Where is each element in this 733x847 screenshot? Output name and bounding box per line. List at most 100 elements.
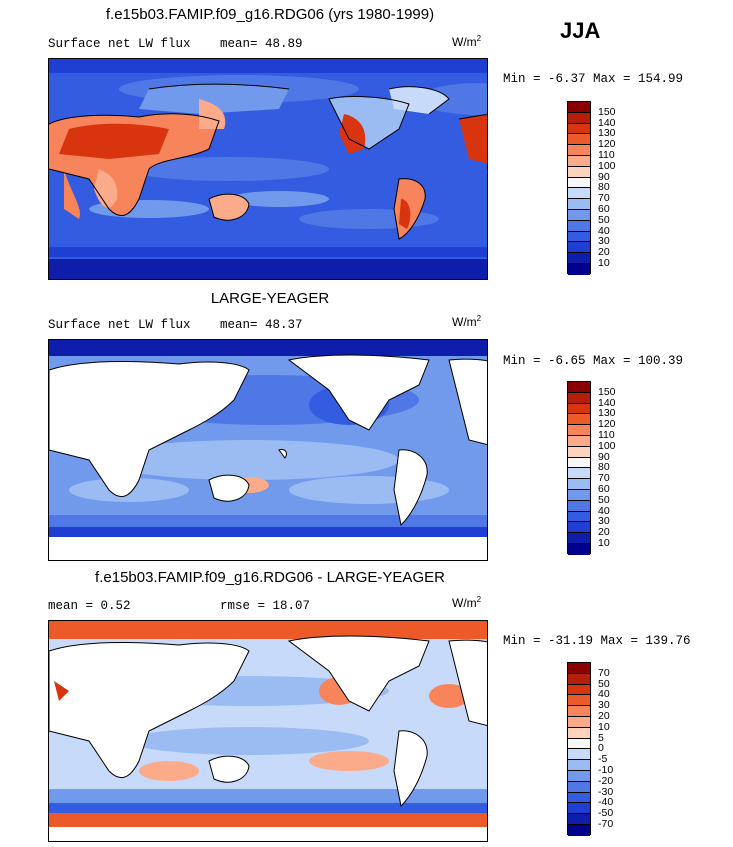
panel1-colorbar-cell [568,231,590,243]
panel3-colorbar-cell [568,663,590,674]
panel2-colorbar-cell [568,425,590,436]
panel1-colorbar-tick-label: 10 [598,257,610,269]
panel1-units: W/m2 [452,34,482,49]
panel1-min-max: Min = -6.37 Max = 154.99 [503,72,684,86]
panel2-colorbar-cell [568,500,590,512]
panel2-colorbar-tick-label: 110 [598,429,615,441]
panel2-map [48,339,488,561]
panel1-colorbar-cell [568,123,590,135]
panel3-colorbar-tick-label: 30 [598,699,610,712]
panel2-colorbar-tick-label: 90 [598,450,610,463]
panel1-colorbar-cell [568,177,590,189]
panel1-colorbar-tick-label: 40 [598,224,610,237]
panel2-colorbar-tick-label: 50 [598,493,610,506]
panel3-colorbar-cell [568,716,590,728]
panel2-colorbar-tick-label: 130 [598,407,616,420]
panel2-colorbar-cell [568,533,590,544]
panel2-map-svg [49,340,487,560]
panel1-colorbar-tick-label: 80 [598,181,610,194]
panel3-colorbar-cell [568,706,590,717]
panel3-min-max: Min = -31.19 Max = 139.76 [503,634,691,648]
panel2-title: LARGE-YEAGER [210,290,330,307]
panel2-colorbar-cell [568,414,590,426]
panel2-colorbar-tick-label: 70 [598,472,610,485]
panel1-colorbar-cell [568,263,590,275]
panel1-colorbar-cell [568,242,590,254]
panel1-colorbar-cell [568,253,590,264]
panel3-colorbar-cell [568,684,590,696]
panel1-colorbar-cell [568,102,590,113]
panel3-title: f.e15b03.FAMIP.f09_g16.RDG06 - LARGE-YEA… [95,569,445,586]
panel2-variable-label: Surface net LW flux [48,318,191,332]
panel3-colorbar [567,662,591,836]
panel3-colorbar-tick-label: 70 [598,666,610,679]
panel1-colorbar-cell [568,209,590,221]
panel2-colorbar-tick-label: 100 [598,439,616,452]
panel2-colorbar-tick-label: 20 [598,526,610,539]
panel2-colorbar-cell [568,392,590,404]
panel1-colorbar-cell [568,155,590,167]
panel3-colorbar-tick-label: -30 [598,785,614,798]
panel1-colorbar-tick-label: 90 [598,170,610,183]
panel1-colorbar-tick-label: 70 [598,192,610,205]
panel3-colorbar-tick-label: 5 [598,731,604,744]
panel3-colorbar-tick-label: -20 [598,774,614,787]
panel3-colorbar-cell [568,814,590,825]
panel3-colorbar-cell [568,738,590,750]
panel3-colorbar-cell [568,803,590,815]
season-label: JJA [560,18,601,43]
panel2-colorbar-cell [568,511,590,523]
panel1-title: f.e15b03.FAMIP.f09_g16.RDG06 (yrs 1980-1… [105,6,435,23]
panel3-colorbar-tick-label: 20 [598,710,610,722]
panel1-colorbar-tick-label: 100 [598,159,616,172]
panel2-colorbar-tick-label: 140 [598,396,616,409]
panel3-colorbar-tick-label: 10 [598,720,610,733]
panel1-colorbar-tick-label: 110 [598,149,615,161]
panel2-colorbar-cell [568,382,590,393]
panel2-colorbar-tick-label: 10 [598,537,610,549]
panel3-colorbar-cell [568,673,590,685]
panel3-rmse-label: rmse = 18.07 [220,599,311,613]
panel3-units: W/m2 [452,595,482,610]
panel2-colorbar-tick-label: 150 [598,385,616,398]
panel1-colorbar-cell [568,134,590,146]
panel2-colorbar-cell [568,479,590,490]
panel2-colorbar-cell [568,543,590,555]
panel3-colorbar-tick-label: -10 [598,764,614,776]
panel2-colorbar-cell [568,457,590,469]
panel2-colorbar-cell [568,403,590,415]
panel2-colorbar-cell [568,468,590,480]
panel3-colorbar-cell [568,749,590,761]
panel1-variable-label: Surface net LW flux [48,37,191,51]
panel1-colorbar-tick-label: 20 [598,246,610,259]
panel3-colorbar-tick-label: 0 [598,742,604,755]
panel2-colorbar-cell [568,522,590,534]
panel1-colorbar-tick-label: 30 [598,235,610,248]
panel1-map-svg [49,59,487,279]
panel2-mean-label: mean= 48.37 [220,318,303,332]
panel2-colorbar-cell [568,489,590,501]
panel3-colorbar-cell [568,792,590,804]
panel2-colorbar [567,381,591,555]
panel1-colorbar-cell [568,220,590,232]
panel2-colorbar-tick-label: 40 [598,504,610,517]
panel2-colorbar-cell [568,446,590,458]
panel3-colorbar-cell [568,824,590,836]
panel1-colorbar-tick-label: 140 [598,116,616,129]
panel1-colorbar-tick-label: 150 [598,105,616,118]
panel1-colorbar-tick-label: 120 [598,138,616,151]
panel2-min-max: Min = -6.65 Max = 100.39 [503,354,684,368]
panel1-mean-label: mean= 48.89 [220,37,303,51]
panel3-colorbar-cell [568,770,590,782]
panel2-units: W/m2 [452,314,482,329]
panel2-colorbar-tick-label: 60 [598,483,610,495]
panel3-mean-label: mean = 0.52 [48,599,131,613]
panel1-colorbar-tick-label: 60 [598,203,610,215]
panel3-colorbar-tick-label: -70 [598,818,614,830]
panel1-colorbar-cell [568,112,590,124]
panel1-colorbar-cell [568,166,590,178]
panel3-colorbar-cell [568,727,590,739]
panel3-colorbar-tick-label: 40 [598,688,610,701]
panel3-colorbar-tick-label: -50 [598,807,614,820]
panel3-colorbar-cell [568,781,590,793]
